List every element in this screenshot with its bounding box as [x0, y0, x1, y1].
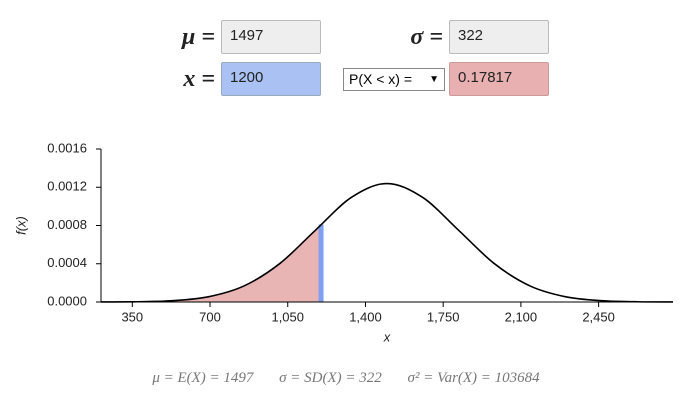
- summary: μ = E(X) = 1497 σ = SD(X) = 322 σ² = Var…: [0, 370, 692, 387]
- operator-text: P(X < x) =: [349, 71, 413, 87]
- density-curve: [100, 182, 674, 303]
- y-tick-label: 0.0004: [47, 255, 87, 270]
- operator-select[interactable]: P(X < x) = ▼: [343, 68, 445, 91]
- x-tick-label: 2,100: [505, 309, 538, 324]
- y-tick-label: 0.0012: [47, 179, 87, 194]
- y-tick-label: 0.0008: [47, 217, 87, 232]
- var-formula: σ² = Var(X) = 103684: [407, 370, 540, 386]
- x-tick-label: 1,050: [271, 309, 304, 324]
- result-output: 0.17817: [449, 62, 549, 96]
- dropdown-arrow: ▼: [429, 74, 439, 85]
- x-input[interactable]: 1200: [221, 62, 321, 96]
- sigma-label: σ =: [410, 24, 443, 50]
- mean-formula: μ = E(X) = 1497: [152, 370, 254, 386]
- x-tick-label: 1,400: [349, 309, 382, 324]
- mu-input[interactable]: 1497: [221, 20, 321, 54]
- y-tick-label: 0.0000: [47, 293, 87, 308]
- sd-formula: σ = SD(X) = 322: [279, 370, 382, 386]
- mu-label: μ =: [181, 24, 215, 50]
- x-tick-label: 1,750: [427, 309, 460, 324]
- probability-area: [101, 224, 322, 302]
- y-tick-label: 0.0016: [47, 140, 87, 155]
- x-label: x =: [183, 66, 215, 92]
- x-axis-label: x: [383, 329, 391, 344]
- x-tick-label: 700: [199, 309, 221, 324]
- x-tick-label: 2,450: [582, 309, 615, 324]
- x-tick-label: 350: [121, 309, 143, 324]
- y-axis-label: f(x): [13, 216, 28, 235]
- sigma-input[interactable]: 322: [449, 20, 549, 54]
